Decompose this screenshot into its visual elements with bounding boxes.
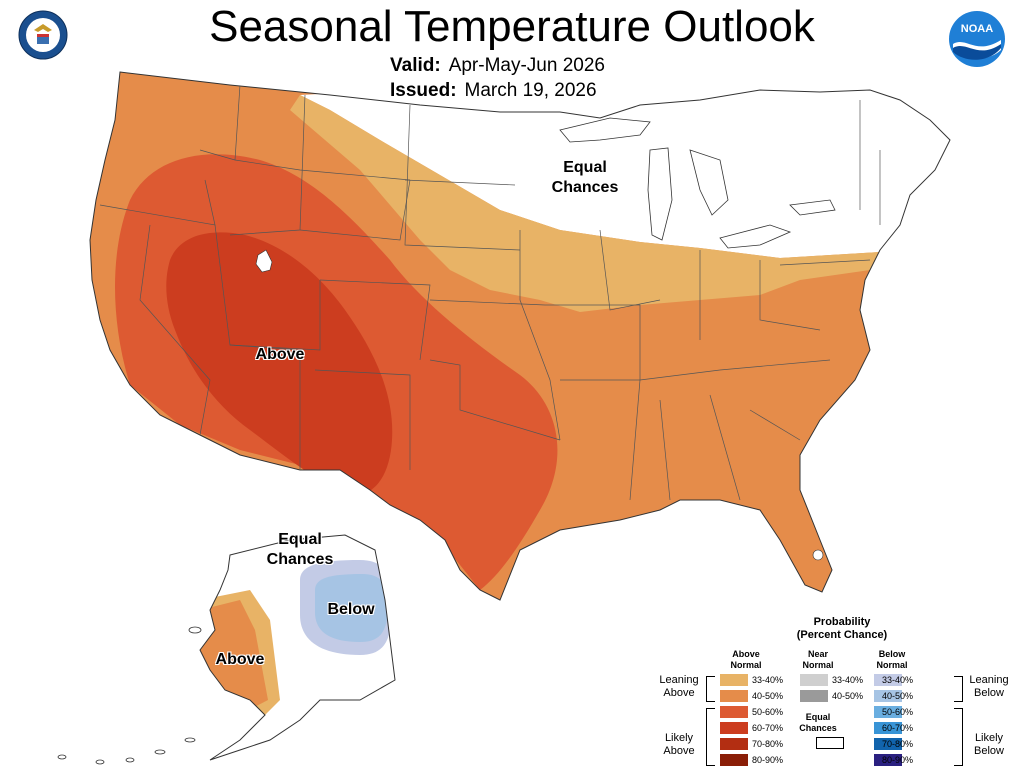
legend-swatch-above-60-70 <box>720 722 748 734</box>
legend-swatch-below-80-90 <box>874 754 902 766</box>
noaa-text: NOAA <box>961 23 993 35</box>
department-of-commerce-seal-icon <box>18 10 68 60</box>
below-alaska-label: Below <box>327 601 375 618</box>
conus-shading <box>90 72 950 600</box>
legend-below-60-70: 60-70% <box>882 723 914 733</box>
legend-leaning-above: Leaning Above <box>659 674 699 699</box>
page-title: Seasonal Temperature Outlook <box>209 2 815 51</box>
legend-brace-likely-below <box>954 708 963 766</box>
legend-above-33-40: 33-40% <box>752 675 784 685</box>
legend-below-50-60: 50-60% <box>882 707 914 717</box>
legend-swatch-above-40-50 <box>720 690 748 702</box>
legend-likely-above: Likely Above <box>663 732 695 757</box>
probability-legend: Probability (Percent Chance) Above Norma… <box>648 612 1024 768</box>
legend-swatch-near-33-40 <box>800 674 828 686</box>
legend-near-head: Near Normal <box>802 649 834 670</box>
conus-outline <box>89 71 951 601</box>
alaska-outline <box>199 534 396 761</box>
legend-swatch-above-70-80 <box>720 738 748 750</box>
legend-above-40-50: 40-50% <box>752 691 784 701</box>
aleutian-islands <box>57 626 202 765</box>
legend-swatch-below-50-60 <box>874 706 902 718</box>
state-borders <box>99 84 881 501</box>
above-60-70-region <box>166 232 393 495</box>
legend-brace-likely-above <box>706 708 715 766</box>
equal-chances-conus-label: Equal Chances <box>551 159 619 196</box>
above-33-40-region <box>290 95 950 312</box>
above-alaska-label: Above <box>215 651 265 668</box>
legend-above-80-90: 80-90% <box>752 755 784 765</box>
legend-swatch-equal-chances <box>816 737 844 749</box>
equal-chances-alaska-label: Equal Chances <box>266 531 334 568</box>
great-lakes <box>559 117 836 249</box>
legend-above-50-60: 50-60% <box>752 707 784 717</box>
valid-label: Valid: <box>390 55 441 76</box>
legend-near-40-50: 40-50% <box>832 691 864 701</box>
legend-swatch-near-40-50 <box>800 690 828 702</box>
legend-below-head: Below Normal <box>876 649 908 670</box>
issued-line: Issued: March 19, 2026 <box>390 80 810 102</box>
legend-near-33-40: 33-40% <box>832 675 864 685</box>
legend-leaning-below: Leaning Below <box>969 674 1009 699</box>
valid-line: Valid: Apr-May-Jun 2026 <box>390 55 810 77</box>
legend-above-70-80: 70-80% <box>752 739 784 749</box>
issued-label: Issued: <box>390 80 457 101</box>
legend-equal-chances-label: Equal Chances <box>799 712 837 733</box>
legend-likely-below: Likely Below <box>974 732 1004 757</box>
legend-below-40-50: 40-50% <box>882 691 914 701</box>
legend-swatch-below-33-40 <box>874 674 902 686</box>
legend-brace-leaning-below <box>954 676 963 702</box>
alaska-below-40-50-region <box>315 574 388 642</box>
noaa-logo-icon: NOAA <box>948 10 1006 68</box>
legend-swatch-above-80-90 <box>720 754 748 766</box>
legend-swatch-below-60-70 <box>874 722 902 734</box>
legend-above-60-70: 60-70% <box>752 723 784 733</box>
lake-okeechobee <box>812 549 824 561</box>
legend-below-70-80: 70-80% <box>882 739 914 749</box>
legend-swatch-above-50-60 <box>720 706 748 718</box>
legend-brace-leaning-above <box>706 676 715 702</box>
legend-below-80-90: 80-90% <box>882 755 914 765</box>
valid-value: Apr-May-Jun 2026 <box>448 55 605 76</box>
legend-title: Probability (Percent Chance) <box>796 616 888 641</box>
great-salt-lake <box>255 249 273 273</box>
above-conus-label: Above <box>255 346 305 363</box>
issued-value: March 19, 2026 <box>464 80 597 101</box>
legend-swatch-above-33-40 <box>720 674 748 686</box>
legend-swatch-below-40-50 <box>874 690 902 702</box>
legend-above-head: Above Normal <box>730 649 762 670</box>
legend-below-33-40: 33-40% <box>882 675 914 685</box>
legend-swatch-below-70-80 <box>874 738 902 750</box>
